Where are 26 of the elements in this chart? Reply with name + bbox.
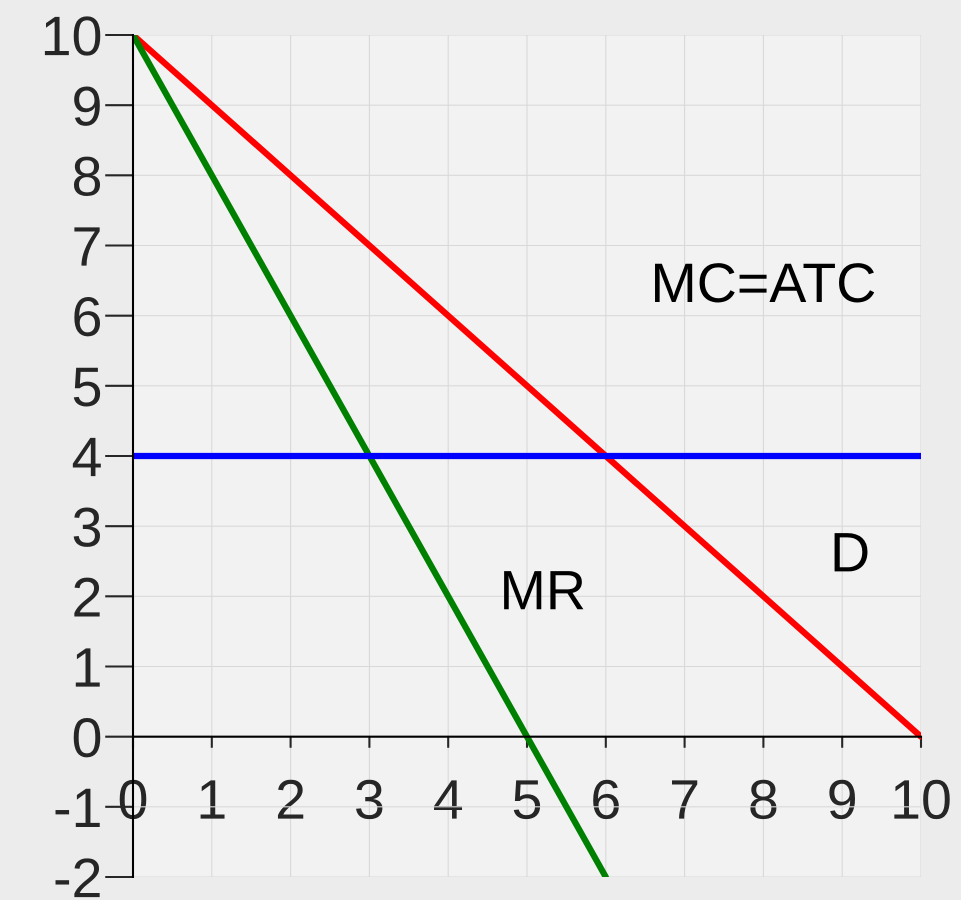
y-tick-label: 8 bbox=[74, 156, 100, 196]
y-tick-label: 2 bbox=[74, 578, 100, 616]
text: MC=ATC bbox=[655, 263, 874, 303]
series-label: MR bbox=[504, 571, 584, 610]
y-tick-label: -1 bbox=[56, 788, 100, 827]
y-tick-label: 4 bbox=[72, 438, 101, 476]
x-tick-label: 10 bbox=[894, 780, 950, 820]
y-tick-label: 0 bbox=[74, 718, 100, 758]
y-tick-label: 9 bbox=[74, 86, 100, 126]
x-tick-label: 8 bbox=[750, 780, 776, 820]
y-tick-label: 1 bbox=[76, 648, 100, 687]
x-tick-label: 3 bbox=[356, 780, 382, 820]
y-tick-label: 10 bbox=[44, 16, 100, 56]
y-tick-label: 5 bbox=[74, 368, 100, 407]
x-tick-label: 7 bbox=[672, 780, 698, 819]
x-tick-label: 4 bbox=[434, 780, 462, 819]
x-tick-label: 2 bbox=[278, 780, 304, 819]
series-label: D bbox=[834, 533, 868, 572]
x-tick-label: 5 bbox=[514, 780, 540, 820]
y-tick-label: 3 bbox=[74, 508, 100, 547]
y-tick-label: 6 bbox=[74, 297, 100, 336]
y-tick-label: -2 bbox=[56, 858, 100, 898]
x-tick-label: 6 bbox=[593, 780, 619, 820]
x-tick-label: 1 bbox=[200, 780, 225, 819]
y-tick-label: 7 bbox=[74, 227, 100, 266]
x-tick-label: 9 bbox=[829, 780, 856, 820]
